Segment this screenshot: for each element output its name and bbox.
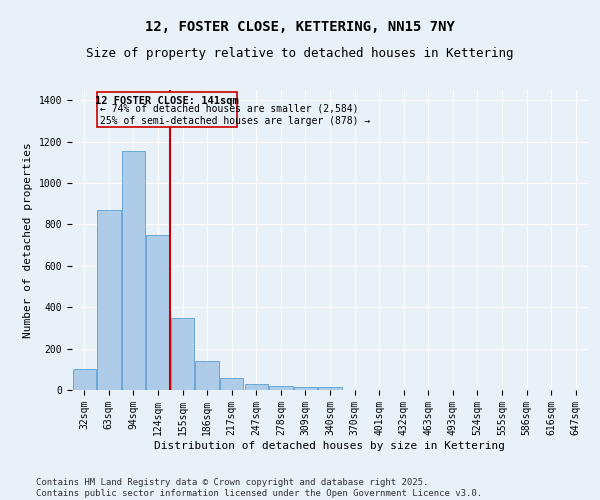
Bar (220, 378, 244, 390)
Bar (294, 387, 317, 390)
Text: Contains HM Land Registry data © Crown copyright and database right 2025.
Contai: Contains HM Land Registry data © Crown c… (36, 478, 482, 498)
Y-axis label: Number of detached properties: Number of detached properties (23, 142, 33, 338)
Text: Size of property relative to detached houses in Kettering: Size of property relative to detached ho… (86, 48, 514, 60)
Bar (196, 361, 219, 390)
Bar (319, 387, 341, 390)
Text: 25% of semi-detached houses are larger (878) →: 25% of semi-detached houses are larger (… (100, 116, 370, 126)
Bar (269, 386, 293, 390)
Bar (146, 235, 170, 390)
Text: 12, FOSTER CLOSE, KETTERING, NN15 7NY: 12, FOSTER CLOSE, KETTERING, NN15 7NY (145, 20, 455, 34)
FancyBboxPatch shape (97, 92, 236, 127)
X-axis label: Distribution of detached houses by size in Kettering: Distribution of detached houses by size … (155, 440, 505, 450)
Bar (97, 210, 121, 390)
Bar (122, 151, 145, 390)
Bar (245, 384, 268, 390)
Text: ← 74% of detached houses are smaller (2,584): ← 74% of detached houses are smaller (2,… (100, 104, 358, 114)
Text: 12 FOSTER CLOSE: 141sqm: 12 FOSTER CLOSE: 141sqm (95, 96, 238, 106)
Bar (171, 318, 194, 390)
Bar (73, 370, 96, 390)
